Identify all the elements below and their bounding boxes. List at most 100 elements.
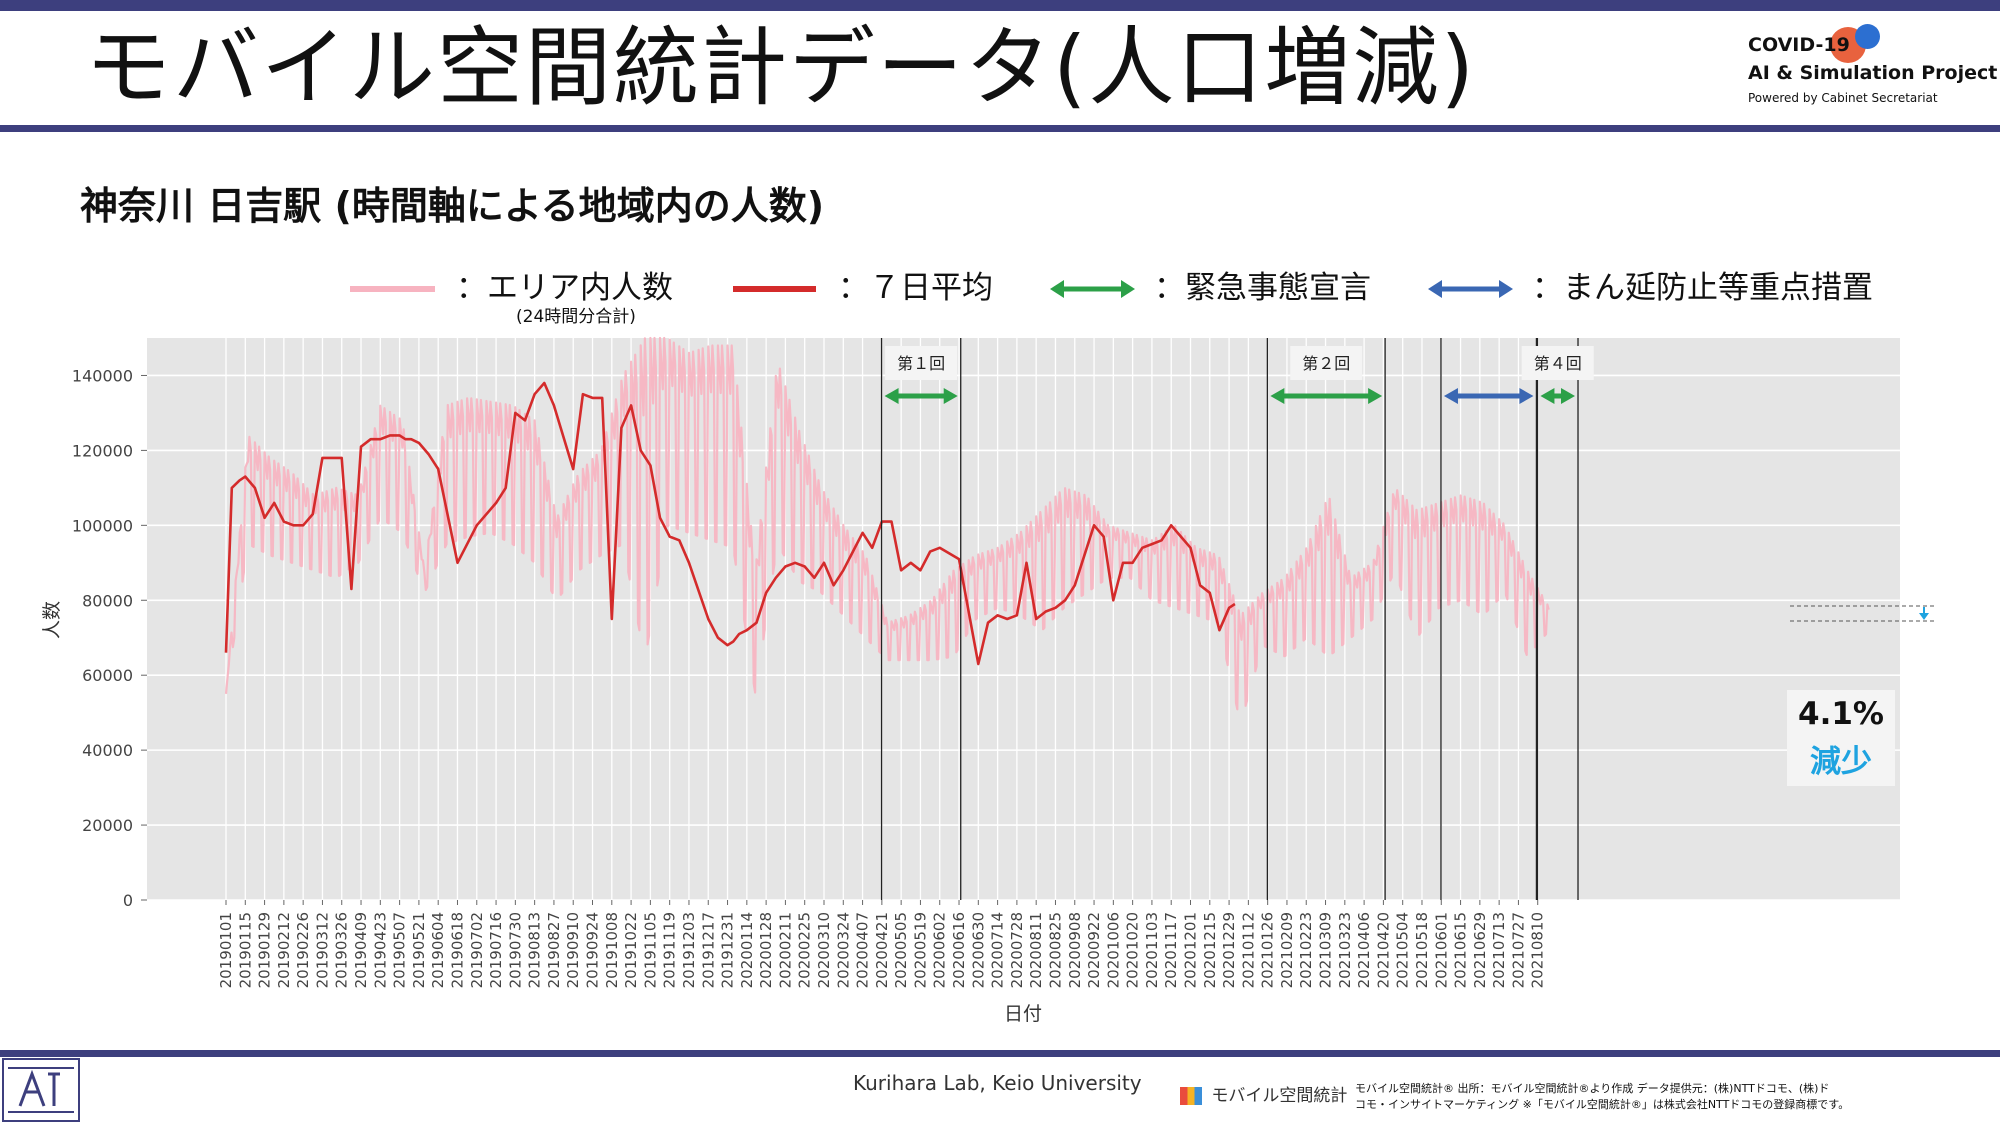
- x-tick-label: 20200310: [815, 912, 833, 988]
- x-tick-label: 20191217: [699, 912, 717, 988]
- period-arrow-head-right: [1368, 388, 1383, 404]
- x-axis-label: 日付: [1004, 1003, 1042, 1025]
- period-markers: 第１回 第２回 第４回: [880, 338, 1594, 900]
- period-label-box: [885, 346, 958, 380]
- x-tick-label: 20190212: [275, 912, 293, 988]
- x-tick-label: 20190604: [429, 912, 447, 988]
- period-arrow-head-left: [1270, 388, 1285, 404]
- x-tick-label: 20190312: [313, 912, 331, 988]
- logo-blue-circle: [1855, 24, 1880, 49]
- x-tick-label: 20210112: [1239, 912, 1257, 988]
- daily-series-group: [224, 336, 1550, 711]
- x-tick-label: 20210504: [1394, 912, 1412, 988]
- period-arrow-head-left: [1540, 388, 1555, 404]
- x-tick-label: 20190129: [256, 912, 274, 988]
- x-tick-label: 20190423: [371, 912, 389, 988]
- x-tick-label: 20200602: [931, 912, 949, 988]
- x-tick-label: 20210601: [1432, 912, 1450, 988]
- logo-line-1: COVID-19: [1748, 34, 1850, 56]
- legend-area-label: ：エリア内人数: [456, 270, 673, 306]
- legend-area-note: (24時間分合計): [516, 307, 636, 327]
- period-label: 第２回: [1302, 354, 1350, 373]
- x-tick-label: 20190924: [584, 912, 602, 988]
- x-tick-label: 20200505: [892, 912, 910, 988]
- x-tick-label: 20190910: [564, 912, 582, 988]
- footer-source-line-1: モバイル空間統計® 出所：モバイル空間統計®より作成 データ提供元：(株)NTT…: [1355, 1082, 1830, 1095]
- x-tick-label: 20190115: [236, 912, 254, 988]
- x-tick-label: 20200128: [757, 912, 775, 988]
- x-tick-label: 20190716: [487, 912, 505, 988]
- x-tick-label: 20200811: [1027, 912, 1045, 988]
- period-label: 第１回: [897, 354, 945, 373]
- green-double-arrow-icon: [1050, 280, 1135, 298]
- x-tick-label: 20200714: [989, 912, 1007, 988]
- y-tick-label: 60000: [82, 666, 133, 685]
- y-tick-label: 120000: [72, 441, 133, 460]
- x-tick-label: 20190101: [217, 912, 235, 988]
- x-tick-label: 20200630: [969, 912, 987, 988]
- title-underline: [0, 125, 2000, 132]
- blue-double-arrow-icon: [1428, 280, 1513, 298]
- x-tick-label: 20200922: [1085, 912, 1103, 988]
- x-tick-label: 20190507: [391, 912, 409, 988]
- x-tick-label: 20200407: [854, 912, 872, 988]
- x-tick-label: 20210126: [1259, 912, 1277, 988]
- x-tick-label: 20201103: [1143, 912, 1161, 988]
- x-tick-label: 20190813: [526, 912, 544, 988]
- period-arrow-head-right: [943, 388, 958, 404]
- y-tick-label: 0: [123, 891, 133, 910]
- logo-line-3: Powered by Cabinet Secretariat: [1748, 91, 1938, 105]
- footer-source-line-2: コモ・インサイトマーケティング ※「モバイル空間統計®」は株式会社NTTドコモの…: [1355, 1098, 1850, 1111]
- x-tick-label: 20190326: [333, 912, 351, 988]
- footer-product-name: モバイル空間統計: [1211, 1086, 1348, 1106]
- y-tick-label: 20000: [82, 816, 133, 835]
- period-label: 第４回: [1534, 354, 1582, 373]
- x-tick-label: 20201117: [1162, 912, 1180, 988]
- avg-series-line: [224, 381, 1236, 666]
- legend-avg-label: ：７日平均: [838, 270, 993, 306]
- x-tick-label: 20200616: [950, 912, 968, 988]
- x-tick-label: 20190730: [506, 912, 524, 988]
- x-tick-label: 20190226: [294, 912, 312, 988]
- y-tick-label: 40000: [82, 741, 133, 760]
- x-tick-label: 20201229: [1220, 912, 1238, 988]
- cubes-icon: [1180, 1087, 1202, 1105]
- x-tick-label: 20191008: [603, 912, 621, 988]
- x-tick-label: 20210209: [1278, 912, 1296, 988]
- keio-emblem-icon: [2, 1058, 80, 1122]
- x-tick-label: 20200211: [776, 912, 794, 988]
- decline-percent: 4.1%: [1798, 696, 1884, 732]
- x-tick-label: 20200324: [834, 912, 852, 988]
- x-tick-label: 20210615: [1452, 912, 1470, 988]
- x-tick-label: 20200728: [1008, 912, 1026, 988]
- daily-series-line: [224, 336, 1550, 711]
- x-tick-label: 20191203: [680, 912, 698, 988]
- x-tick-label: 20200825: [1046, 912, 1064, 988]
- logo-line-2: AI & Simulation Project: [1748, 62, 1998, 84]
- period-label-box: [1521, 346, 1594, 380]
- x-tick-label: 20210420: [1374, 912, 1392, 988]
- population-line-chart: 020000400006000080000100000120000140000 …: [41, 336, 1935, 1025]
- footer-credit: Kurihara Lab, Keio University: [853, 1071, 1142, 1095]
- x-tick-label: 20190827: [545, 912, 563, 988]
- period-arrow-head-left: [884, 388, 899, 404]
- footer-border: [0, 1050, 2000, 1057]
- legend-pink-line-icon: [350, 286, 435, 292]
- avg-series-group: [224, 381, 1236, 666]
- x-tick-label: 20200421: [873, 912, 891, 988]
- x-tick-label: 20191231: [719, 912, 737, 988]
- x-tick-label: 20201020: [1124, 912, 1142, 988]
- x-tick-label: 20190618: [448, 912, 466, 988]
- top-border: [0, 0, 2000, 11]
- x-tick-label: 20190702: [468, 912, 486, 988]
- x-tick-label: 20200519: [911, 912, 929, 988]
- x-tick-label: 20201215: [1201, 912, 1219, 988]
- x-tick-label: 20201201: [1182, 912, 1200, 988]
- y-axis-label: 人数: [41, 601, 63, 639]
- legend-red-line-icon: [733, 286, 816, 292]
- grid-lines: [147, 338, 1900, 901]
- x-tick-label: 20210810: [1529, 912, 1547, 988]
- x-tick-label: 20210406: [1355, 912, 1373, 988]
- x-tick-label: 20210629: [1471, 912, 1489, 988]
- x-axis: 20190101 20190115 20190129 20190212 20190226…: [217, 900, 1547, 988]
